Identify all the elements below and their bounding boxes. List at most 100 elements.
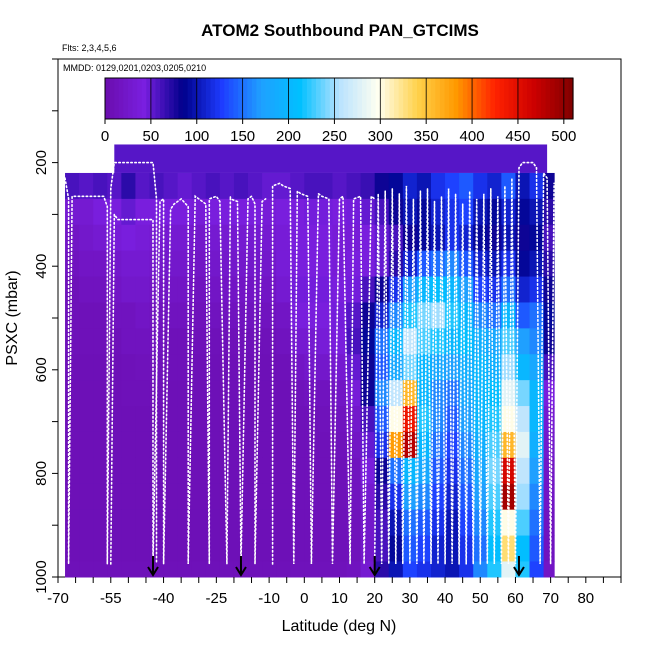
heatmap-cell <box>515 250 531 278</box>
heatmap-cell <box>360 431 376 459</box>
colorbar-segment <box>348 78 354 119</box>
colorbar-segment <box>495 78 501 119</box>
heatmap-cell <box>402 224 418 252</box>
heatmap-cell <box>135 483 150 511</box>
heatmap-cell <box>93 354 108 381</box>
heatmap-cell <box>402 172 418 200</box>
colorbar-segment <box>192 78 198 119</box>
heatmap-cell <box>402 198 418 226</box>
heatmap-cell <box>445 198 460 226</box>
heatmap-cell <box>276 198 291 226</box>
heatmap-cell <box>107 561 122 578</box>
latitude-arrows <box>147 556 525 577</box>
heatmap-cell <box>416 561 432 578</box>
heatmap-cell <box>135 509 150 537</box>
colorbar-segment <box>517 78 524 119</box>
heatmap-cell <box>107 380 122 407</box>
heatmap-cell <box>135 431 150 459</box>
heatmap-cell <box>233 302 249 329</box>
heatmap-cell <box>93 276 108 303</box>
heatmap-cell <box>290 509 305 537</box>
x-axis: -70 -55 -40 -25 -10 0 10 20 30 40 50 60 70 80 <box>47 577 622 607</box>
heatmap-cell <box>332 354 348 381</box>
heatmap-cell <box>459 406 474 433</box>
heatmap-cell <box>430 380 446 407</box>
heatmap-cell <box>473 302 488 329</box>
colorbar-segment <box>430 78 436 119</box>
heatmap-cell <box>318 509 333 537</box>
colorbar-segment <box>352 78 358 119</box>
heatmap-cell <box>459 431 474 459</box>
heatmap-cell <box>543 302 555 329</box>
colorbar-segment <box>137 78 143 119</box>
heatmap-cell <box>304 354 319 381</box>
heatmap-cell <box>262 354 277 381</box>
heatmap-cell <box>114 144 548 173</box>
heatmap-cell <box>430 224 446 252</box>
heatmap-cell <box>360 172 376 200</box>
colorbar-segment <box>554 78 560 119</box>
heatmap-cell <box>487 457 502 485</box>
colorbar-segment <box>458 78 464 119</box>
heatmap-cell <box>304 328 319 355</box>
heatmap-cell <box>276 457 291 485</box>
heatmap-cell <box>93 509 108 537</box>
heatmap-cell <box>487 198 502 226</box>
colorbar-segment <box>472 78 478 119</box>
heatmap-cell <box>304 224 319 252</box>
heatmap-cell <box>79 328 94 355</box>
heatmap-cell <box>430 302 446 329</box>
heatmap-cell <box>318 276 333 303</box>
heatmap-cell <box>360 406 376 433</box>
heatmap-cell <box>276 276 291 303</box>
heatmap-cell <box>79 483 94 511</box>
latitude-arrow-head <box>235 566 247 577</box>
latitude-arrow-head <box>368 566 381 577</box>
x-tick-label: 30 <box>402 590 419 607</box>
heatmap-cell <box>290 561 305 578</box>
colorbar-segment <box>398 78 404 119</box>
heatmap-cell <box>388 431 404 459</box>
heatmap-cell <box>191 457 207 485</box>
heatmap-cell <box>248 483 263 511</box>
heatmap-cell <box>262 535 277 562</box>
colorbar-tick-label: 500 <box>551 128 576 145</box>
heatmap-cell <box>135 172 150 200</box>
heatmap-cell <box>79 354 94 381</box>
heatmap-cell <box>262 276 277 303</box>
heatmap-cell <box>473 172 488 200</box>
heatmap-cell <box>501 380 516 407</box>
heatmap-cell <box>318 172 333 200</box>
heatmap-cell <box>163 224 179 252</box>
colorbar-segment <box>540 78 547 119</box>
colorbar-segment <box>141 78 147 119</box>
heatmap-cell <box>191 406 207 433</box>
heatmap-cell <box>121 509 136 537</box>
colorbar-segment <box>485 78 492 119</box>
colorbar-segment <box>453 78 459 119</box>
heatmap-cell <box>233 483 249 511</box>
heatmap-cell <box>163 250 179 278</box>
heatmap-cell <box>163 483 179 511</box>
heatmap-cell <box>318 354 333 381</box>
colorbar-segment <box>559 78 565 119</box>
heatmap-cell <box>177 328 193 355</box>
colorbar-segment <box>251 78 258 119</box>
heatmap-cell <box>107 198 122 226</box>
heatmap-cell <box>79 302 94 329</box>
heatmap-cell <box>529 406 545 433</box>
heatmap-cell <box>248 431 263 459</box>
heatmap-cell <box>219 354 235 381</box>
y-tick-label: 800 <box>33 461 50 486</box>
heatmap-cell <box>360 250 376 278</box>
heatmap-cell <box>79 380 94 407</box>
heatmap-cell <box>445 302 460 329</box>
heatmap-cell <box>332 328 348 355</box>
y-tick-label: 200 <box>33 150 50 175</box>
colorbar-segment <box>536 78 542 119</box>
heatmap-cell <box>459 198 474 226</box>
heatmap-cell <box>374 328 390 355</box>
heatmap-cell <box>332 509 348 537</box>
heatmap-cell <box>430 561 446 578</box>
heatmap-cell <box>416 172 432 200</box>
